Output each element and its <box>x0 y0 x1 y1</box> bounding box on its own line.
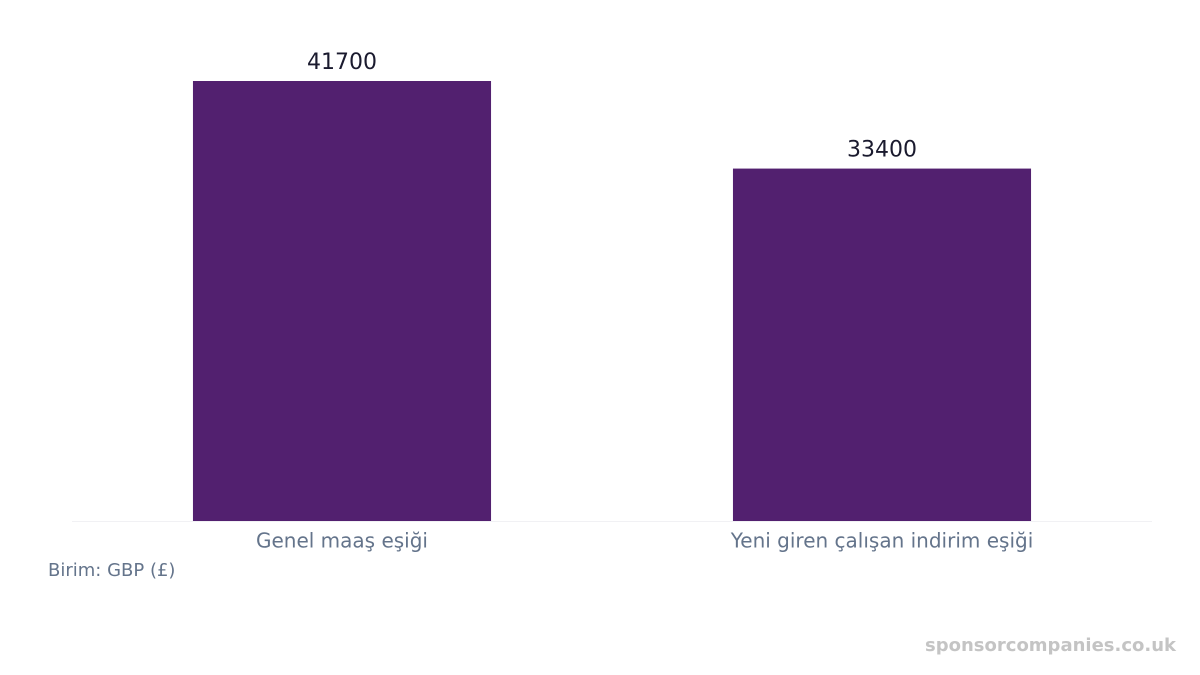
watermark: sponsorcompanies.co.uk <box>925 635 1177 656</box>
unit-note: Birim: GBP (£) <box>48 560 175 581</box>
x-tick-label: Genel maaş eşiği <box>256 529 428 553</box>
value-label: 41700 <box>307 50 377 75</box>
value-label: 33400 <box>847 138 917 163</box>
bar <box>192 81 492 521</box>
bar <box>732 168 1032 521</box>
x-tick-label: Yeni giren çalışan indirim eşiği <box>730 529 1034 553</box>
